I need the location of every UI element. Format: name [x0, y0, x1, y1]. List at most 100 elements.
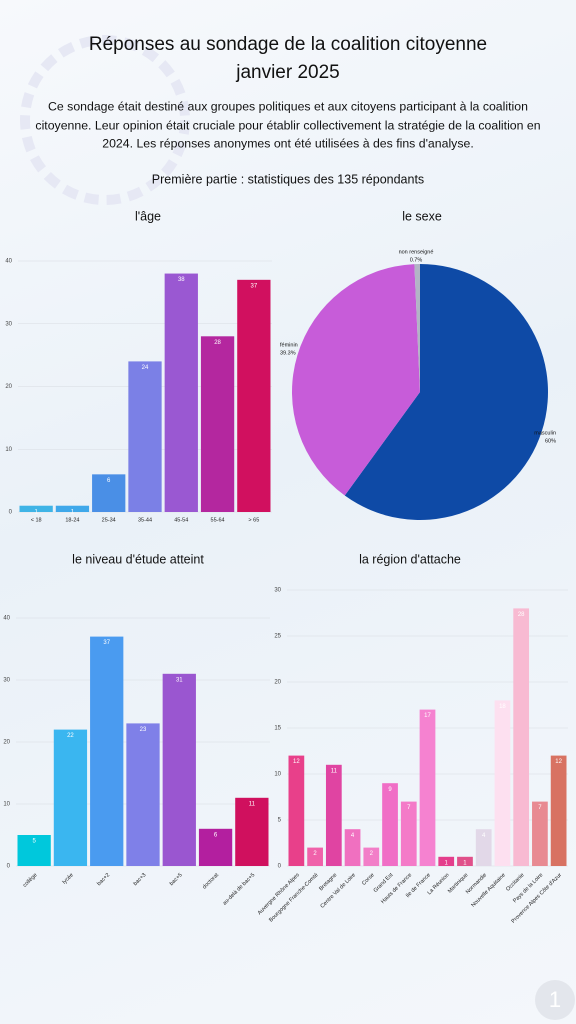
value-label: 31	[176, 677, 183, 683]
subtitle: Première partie : statistiques des 135 r…	[152, 172, 424, 186]
x-tick-label: bac+5	[169, 872, 184, 887]
x-tick-label: lycée	[62, 872, 75, 885]
x-tick-label: Corse	[361, 872, 376, 887]
description: 2024. Les réponses anonymes ont été util…	[102, 136, 474, 150]
pie-slice	[292, 264, 420, 496]
y-tick-label: 10	[3, 802, 10, 808]
bar	[164, 273, 198, 512]
x-tick-label: < 18	[31, 517, 42, 523]
bar	[419, 709, 436, 866]
bar	[128, 361, 162, 512]
pie-slice	[344, 264, 549, 521]
bar	[90, 636, 124, 866]
y-tick-label: 20	[5, 384, 12, 390]
value-label: 18	[499, 704, 506, 710]
bar	[126, 723, 160, 866]
bar	[382, 783, 398, 866]
value-label: 12	[555, 759, 562, 765]
slice-value: 39.3%	[280, 350, 296, 356]
value-label: 28	[214, 340, 221, 346]
x-tick-label: collège	[22, 872, 39, 889]
y-tick-label: 25	[274, 634, 281, 640]
value-label: 7	[538, 805, 542, 811]
y-tick-label: 20	[274, 680, 281, 686]
value-label: 2	[370, 851, 374, 857]
x-tick-label: 18-24	[65, 517, 79, 523]
y-tick-label: 0	[9, 510, 13, 516]
value-label: 11	[249, 801, 256, 807]
slice-value: 0.7%	[410, 257, 423, 263]
value-label: 1	[463, 860, 467, 866]
bar	[162, 673, 196, 866]
bar	[235, 797, 269, 866]
bar	[200, 336, 235, 512]
slice-label: non renseigné	[399, 249, 434, 255]
x-tick-label: > 65	[248, 517, 259, 523]
x-tick-label: bac+2	[96, 872, 111, 887]
value-label: 6	[214, 832, 218, 838]
value-label: 6	[107, 478, 111, 484]
bar	[237, 279, 271, 512]
y-tick-label: 30	[3, 678, 10, 684]
value-label: 38	[178, 277, 185, 283]
value-label: 37	[103, 640, 110, 646]
chart-title: le niveau d'étude atteint	[72, 552, 204, 566]
chart-title: la région d'attache	[359, 552, 461, 566]
chart-title: le sexe	[402, 209, 442, 223]
value-label: 1	[445, 860, 449, 866]
x-tick-label: bac+3	[132, 872, 147, 887]
value-label: 17	[424, 713, 431, 719]
value-label: 9	[388, 787, 392, 793]
bar	[53, 729, 88, 866]
title: Réponses au sondage de la coalition cito…	[89, 34, 487, 55]
bar	[307, 847, 323, 866]
bar	[457, 856, 473, 866]
x-tick-label: 25-34	[102, 517, 116, 523]
bar	[475, 829, 492, 866]
value-label: 24	[142, 365, 149, 371]
x-tick-label: doctorat	[202, 872, 221, 891]
title: janvier 2025	[235, 62, 340, 83]
y-tick-label: 10	[274, 772, 281, 778]
value-label: 1	[34, 509, 38, 515]
slice-label: masculin	[534, 430, 556, 436]
page-badge	[535, 980, 575, 1020]
value-label: 11	[331, 768, 338, 774]
value-label: 37	[251, 283, 258, 289]
value-label: 28	[518, 612, 525, 618]
bar	[363, 847, 380, 866]
x-tick-label: Nouvelle Aquitaine	[470, 872, 506, 908]
value-label: 12	[293, 759, 300, 765]
y-tick-label: 40	[3, 616, 10, 622]
bar	[494, 700, 511, 866]
x-tick-label: Centre Val de Loire	[320, 872, 357, 909]
bar	[513, 608, 530, 866]
bar	[400, 801, 417, 866]
x-tick-label: au-delà de bac+5	[222, 872, 256, 906]
value-label: 5	[32, 839, 36, 845]
bar	[19, 505, 53, 512]
pie-slice	[414, 264, 420, 392]
y-tick-label: 40	[5, 259, 12, 265]
value-label: 22	[67, 733, 74, 739]
bar	[17, 835, 51, 866]
x-tick-label: 35-44	[138, 517, 152, 523]
bar	[532, 801, 548, 866]
description: Ce sondage était destiné aux groupes pol…	[48, 99, 528, 113]
y-tick-label: 20	[3, 740, 10, 746]
slice-label: féminin	[280, 342, 298, 348]
bar	[198, 828, 233, 866]
bar	[438, 856, 455, 866]
value-label: 4	[351, 833, 355, 839]
y-tick-label: 10	[5, 447, 12, 453]
y-tick-label: 0	[278, 864, 282, 870]
chart-title: l'âge	[135, 209, 161, 223]
bar	[288, 755, 305, 866]
y-tick-label: 30	[274, 588, 281, 594]
slice-value: 60%	[545, 438, 556, 444]
value-label: 7	[407, 805, 411, 811]
y-tick-label: 30	[5, 321, 12, 327]
bar	[344, 829, 361, 866]
